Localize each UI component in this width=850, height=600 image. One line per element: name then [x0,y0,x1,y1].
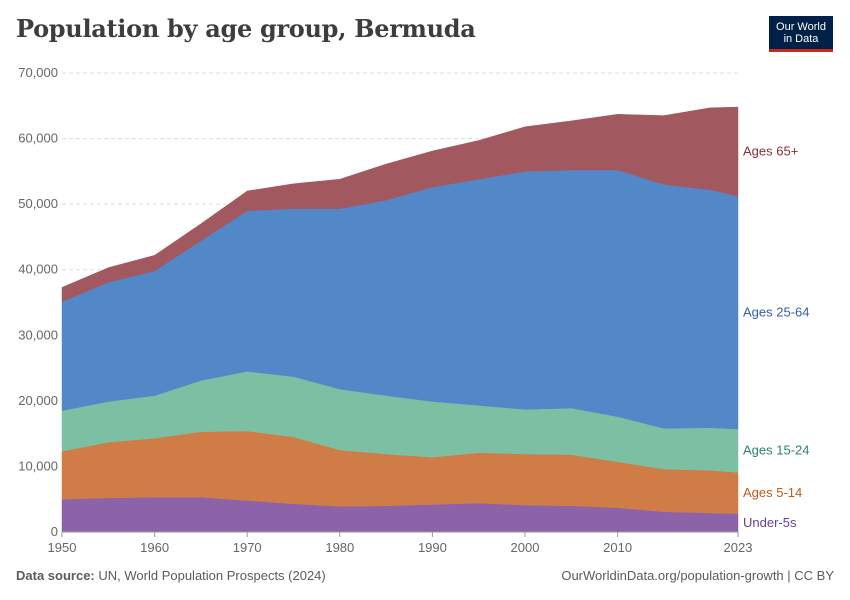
data-source-text: UN, World Population Prospects (2024) [98,568,326,583]
credit-link[interactable]: OurWorldinData.org/population-growth | C… [561,568,834,583]
x-tick-label: 1970 [233,540,262,555]
chart-area: 1950 1960 1970 1980 1990 2000 2010 2023 0 10,000… [18,65,810,555]
area-ages-25-64[interactable] [61,169,739,430]
x-axis: 1950 1960 1970 1980 1990 2000 2010 2023 [48,531,753,555]
series-label: Under-5s [743,515,797,530]
x-tick-label: 1950 [48,540,77,555]
x-tick-label: 1990 [418,540,447,555]
y-tick-label: 70,000 [18,65,58,80]
y-tick-label: 0 [51,524,58,539]
owid-logo[interactable]: Our World in Data [769,16,833,52]
series-label: Ages 65+ [743,144,798,159]
stacked-areas [61,106,739,533]
series-label: Ages 15-24 [743,443,810,458]
series-label: Ages 5-14 [743,485,802,500]
x-tick-label: 2023 [724,540,753,555]
y-tick-label: 60,000 [18,131,58,146]
data-source: Data source: UN, World Population Prospe… [16,568,326,583]
data-source-label: Data source: [16,568,95,583]
logo-line-1: Our World [776,21,826,33]
y-tick-label: 10,000 [18,458,58,473]
x-tick-label: 2000 [511,540,540,555]
y-axis: 0 10,000 20,000 30,000 40,000 50,000 60,000 70,… [18,65,58,539]
series-label: Ages 25-64 [743,305,810,320]
y-tick-label: 20,000 [18,393,58,408]
logo-line-2: in Data [783,33,819,45]
y-tick-label: 40,000 [18,262,58,277]
series-labels: Under-5s Ages 5-14 Ages 15-24 Ages 25-64 Age… [743,144,810,530]
y-tick-label: 30,000 [18,327,58,342]
x-tick-label: 1980 [325,540,354,555]
x-tick-label: 2010 [603,540,632,555]
area-ages-65-[interactable] [61,106,739,303]
y-tick-label: 50,000 [18,196,58,211]
x-tick-label: 1960 [140,540,169,555]
chart-title: Population by age group, Bermuda [16,14,476,43]
